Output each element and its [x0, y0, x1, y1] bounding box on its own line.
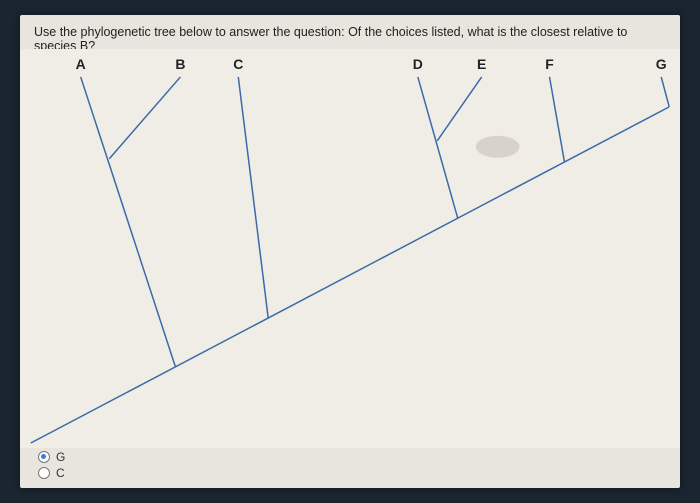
species-label-C: C [233, 56, 243, 72]
species-label-A: A [76, 56, 86, 72]
radio-icon[interactable] [38, 451, 50, 463]
species-label-F: F [545, 56, 554, 72]
answer-label: C [56, 466, 65, 480]
species-label-D: D [413, 56, 423, 72]
phylogenetic-tree: A B C D E F G [20, 49, 680, 448]
answer-choices: G C [38, 448, 65, 482]
quiz-screen: Use the phylogenetic tree below to answe… [20, 15, 680, 488]
species-label-B: B [175, 56, 185, 72]
species-label-G: G [656, 56, 667, 72]
radio-icon[interactable] [38, 467, 50, 479]
answer-label: G [56, 450, 65, 464]
answer-option[interactable]: C [38, 466, 65, 480]
species-label-E: E [477, 56, 486, 72]
highlight-ellipse [476, 136, 520, 158]
answer-option[interactable]: G [38, 450, 65, 464]
tree-svg: A B C D E F G [20, 49, 680, 448]
